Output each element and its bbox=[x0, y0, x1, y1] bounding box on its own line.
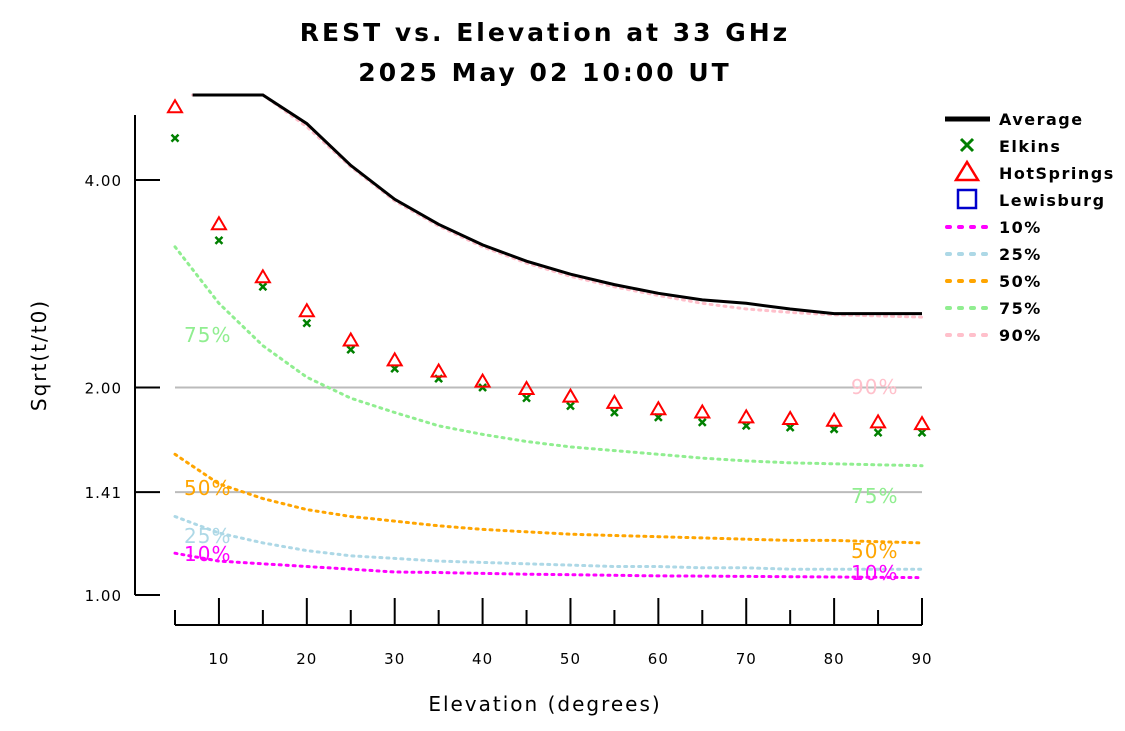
annotation-label-6: 50% bbox=[851, 539, 898, 563]
point-elkins-4 bbox=[346, 345, 356, 354]
legend-swatch-2 bbox=[953, 159, 981, 182]
point-hotsprings-2 bbox=[254, 268, 272, 284]
point-hotsprings-6 bbox=[429, 362, 448, 378]
point-hotsprings-4 bbox=[342, 331, 360, 347]
series-line-5 bbox=[173, 515, 924, 571]
series-line-6 bbox=[173, 452, 924, 545]
legend-entry-4: 10% bbox=[945, 218, 1042, 237]
legend-label-4: 10% bbox=[999, 218, 1042, 237]
series-line-7 bbox=[173, 245, 924, 468]
point-elkins-17 bbox=[917, 428, 927, 438]
legend-entry-6: 50% bbox=[945, 272, 1042, 291]
series-10pct bbox=[173, 551, 924, 580]
point-hotsprings-16 bbox=[869, 413, 887, 429]
series-line-0 bbox=[192, 93, 922, 316]
legend-entry-0: Average bbox=[945, 110, 1084, 129]
y-tick-label-1: 1.41 bbox=[85, 484, 122, 502]
point-hotsprings-1 bbox=[210, 215, 228, 231]
legend-label-2: HotSprings bbox=[999, 164, 1115, 183]
point-hotsprings-10 bbox=[605, 393, 624, 409]
annotation-label-0: 75% bbox=[184, 323, 231, 347]
x-tick-label-0: 10 bbox=[208, 650, 229, 668]
series-50pct bbox=[173, 452, 924, 545]
legend-swatch-3 bbox=[956, 188, 978, 210]
y-axis-title: Sqrt(t/t0) bbox=[27, 299, 51, 411]
point-hotsprings-0 bbox=[166, 98, 184, 114]
series-line-4 bbox=[173, 551, 924, 580]
point-elkins-3 bbox=[302, 318, 312, 328]
legend-label-1: Elkins bbox=[999, 137, 1061, 156]
point-elkins-14 bbox=[785, 423, 795, 432]
point-hotsprings-9 bbox=[561, 387, 580, 403]
annotation-label-7: 10% bbox=[851, 561, 898, 585]
y-tick-label-3: 4.00 bbox=[85, 172, 122, 190]
point-elkins-16 bbox=[873, 428, 883, 438]
series-elkins bbox=[170, 133, 927, 438]
x-tick-label-1: 20 bbox=[296, 650, 317, 668]
point-hotsprings-8 bbox=[517, 380, 536, 396]
x-tick-label-3: 40 bbox=[472, 650, 493, 668]
legend-entry-3: Lewisburg bbox=[956, 188, 1106, 210]
x-tick-label-5: 60 bbox=[648, 650, 669, 668]
legend-label-6: 50% bbox=[999, 272, 1042, 291]
legend-entry-5: 25% bbox=[945, 245, 1042, 264]
point-elkins-9 bbox=[566, 401, 575, 411]
series-line-8 bbox=[191, 93, 924, 319]
point-elkins-1 bbox=[214, 235, 224, 245]
annotation-label-2: 25% bbox=[184, 524, 231, 548]
point-elkins-10 bbox=[610, 408, 619, 417]
chart-title: REST vs. Elevation at 33 GHz bbox=[299, 18, 791, 47]
point-hotsprings-14 bbox=[781, 410, 799, 426]
point-hotsprings-15 bbox=[825, 411, 843, 427]
x-tick-label-6: 70 bbox=[736, 650, 757, 668]
series-75pct bbox=[173, 245, 924, 468]
point-hotsprings-3 bbox=[298, 302, 316, 318]
annotation-label-3: 10% bbox=[184, 542, 231, 566]
point-hotsprings-11 bbox=[649, 400, 668, 416]
chart-subtitle: 2025 May 02 10:00 UT bbox=[358, 58, 732, 87]
point-elkins-12 bbox=[697, 418, 707, 427]
legend-label-7: 75% bbox=[999, 299, 1042, 318]
point-elkins-0 bbox=[170, 133, 180, 143]
legend-label-5: 25% bbox=[999, 245, 1042, 264]
point-elkins-8 bbox=[522, 393, 531, 403]
legend-entry-8: 90% bbox=[945, 326, 1042, 345]
point-hotsprings-5 bbox=[385, 351, 404, 367]
series-hotsprings bbox=[166, 98, 931, 431]
point-hotsprings-12 bbox=[693, 403, 712, 419]
legend-label-3: Lewisburg bbox=[999, 191, 1106, 210]
legend-entry-1: Elkins bbox=[959, 137, 1061, 156]
y-tick-label-2: 2.00 bbox=[85, 380, 122, 398]
legend-entry-2: HotSprings bbox=[953, 159, 1115, 183]
point-hotsprings-13 bbox=[737, 408, 755, 424]
legend-swatch-1 bbox=[959, 137, 975, 153]
legend-entry-7: 75% bbox=[945, 299, 1042, 318]
legend-label-0: Average bbox=[999, 110, 1084, 129]
series-average bbox=[192, 93, 922, 316]
point-hotsprings-17 bbox=[913, 415, 931, 431]
annotation-label-4: 90% bbox=[851, 375, 898, 399]
annotation-label-1: 50% bbox=[184, 476, 231, 500]
x-tick-label-7: 80 bbox=[824, 650, 845, 668]
legend-label-8: 90% bbox=[999, 326, 1042, 345]
point-hotsprings-7 bbox=[473, 372, 492, 388]
point-elkins-2 bbox=[258, 282, 268, 292]
series-25pct bbox=[173, 515, 924, 571]
point-elkins-13 bbox=[741, 421, 751, 431]
x-tick-label-4: 50 bbox=[560, 650, 581, 668]
point-elkins-15 bbox=[829, 424, 839, 434]
series-90pct bbox=[191, 93, 924, 319]
y-tick-label-0: 1.00 bbox=[85, 587, 122, 605]
annotation-label-5: 75% bbox=[851, 484, 898, 508]
x-tick-label-8: 90 bbox=[911, 650, 932, 668]
x-axis-title: Elevation (degrees) bbox=[428, 692, 661, 716]
x-tick-label-2: 30 bbox=[384, 650, 405, 668]
